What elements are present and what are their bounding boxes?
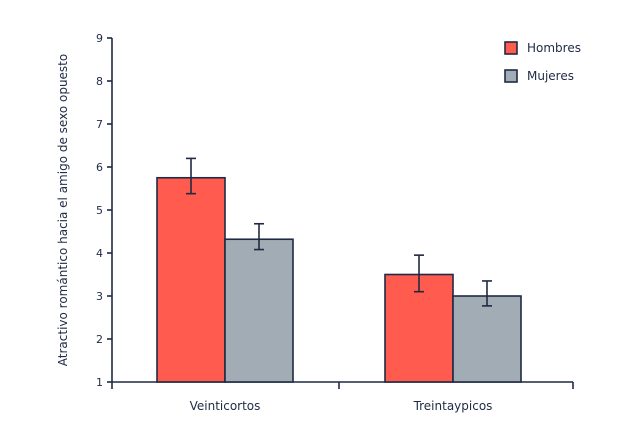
- y-axis: 1 2 3 4 5 6 7 8 9: [96, 32, 113, 389]
- y-tick-label: 5: [96, 204, 103, 217]
- bars: [156, 176, 522, 383]
- y-tick-label: 3: [96, 290, 103, 303]
- y-tick-label: 4: [96, 247, 103, 260]
- y-tick-label: 7: [96, 118, 103, 131]
- y-tick-label: 6: [96, 161, 103, 174]
- legend-label-hombres: Hombres: [527, 41, 581, 55]
- y-axis-title: Atractivo romántico hacia el amigo de se…: [56, 54, 70, 366]
- x-category-label: Treintaypicos: [413, 399, 493, 413]
- bar-mujeres-1: [452, 295, 522, 383]
- x-axis: Veinticortos Treintaypicos: [111, 381, 574, 413]
- y-tick-label: 1: [96, 376, 103, 389]
- legend-swatch-hombres: [504, 41, 518, 55]
- bar-hombres-0: [156, 176, 226, 383]
- legend: Hombres Mujeres: [504, 41, 581, 83]
- y-tick-label: 2: [96, 333, 103, 346]
- error-bars: [186, 157, 492, 307]
- legend-label-mujeres: Mujeres: [527, 69, 574, 83]
- y-tick-label: 9: [96, 32, 103, 45]
- y-tick-label: 8: [96, 75, 103, 88]
- x-category-label: Veinticortos: [190, 399, 261, 413]
- bar-mujeres-0: [224, 238, 294, 383]
- legend-swatch-mujeres: [504, 69, 518, 83]
